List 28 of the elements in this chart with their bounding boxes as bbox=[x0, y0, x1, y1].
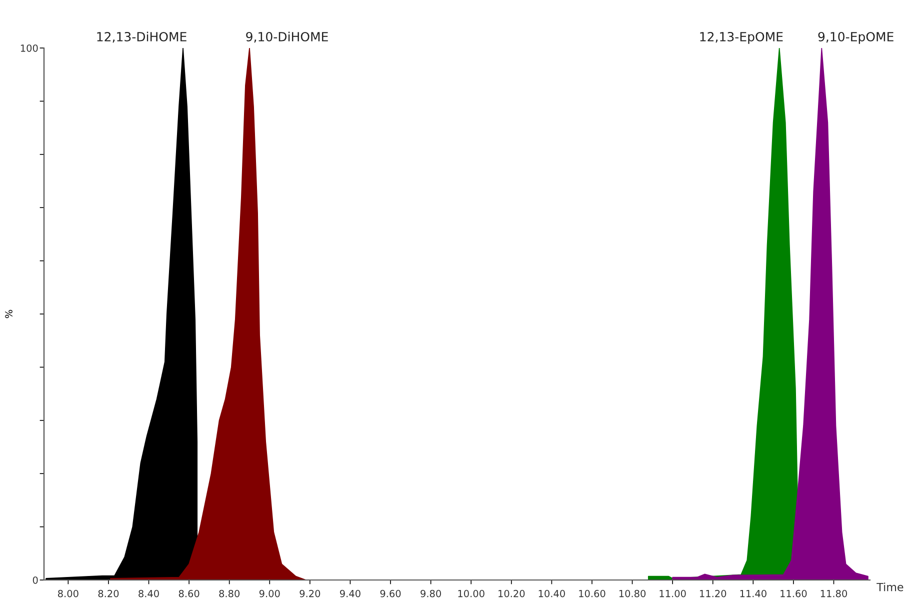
series-label: 9,10-DiHOME bbox=[246, 32, 328, 43]
x-tick-label: 9.20 bbox=[300, 590, 320, 598]
x-tick-label: 8.00 bbox=[58, 590, 78, 598]
x-axis-title: Time bbox=[876, 582, 904, 592]
series-label: 12,13-DiHOME bbox=[97, 32, 186, 43]
y-tick-label: 0 bbox=[32, 576, 38, 584]
x-tick-label: 8.20 bbox=[98, 590, 119, 598]
x-tick-label: 9.00 bbox=[259, 590, 280, 598]
x-tick-label: 11.20 bbox=[700, 590, 726, 598]
y-axis-title: % bbox=[5, 310, 12, 318]
x-tick-label: 9.40 bbox=[340, 590, 360, 598]
x-tick-label: 8.80 bbox=[219, 590, 240, 598]
x-tick-label: 10.40 bbox=[538, 590, 565, 598]
x-tick-label: 11.00 bbox=[660, 590, 686, 598]
x-tick-label: 8.60 bbox=[178, 590, 200, 598]
y-tick-label: 100 bbox=[20, 44, 38, 52]
x-tick-label: 10.00 bbox=[458, 590, 484, 598]
series-label: 9,10-EpOME bbox=[818, 32, 894, 44]
x-tick-label: 10.80 bbox=[619, 590, 646, 598]
series-label: 12,13-EpOME bbox=[700, 32, 783, 44]
x-tick-label: 10.60 bbox=[579, 590, 606, 598]
x-tick-label: 11.80 bbox=[820, 590, 848, 598]
x-tick-label: 10.20 bbox=[498, 590, 525, 598]
x-tick-label: 11.60 bbox=[780, 590, 807, 598]
x-tick-label: 9.80 bbox=[420, 590, 441, 598]
x-tick-label: 11.40 bbox=[740, 590, 766, 598]
x-tick-label: 9.60 bbox=[380, 590, 401, 598]
x-tick-label: 8.40 bbox=[138, 590, 159, 598]
